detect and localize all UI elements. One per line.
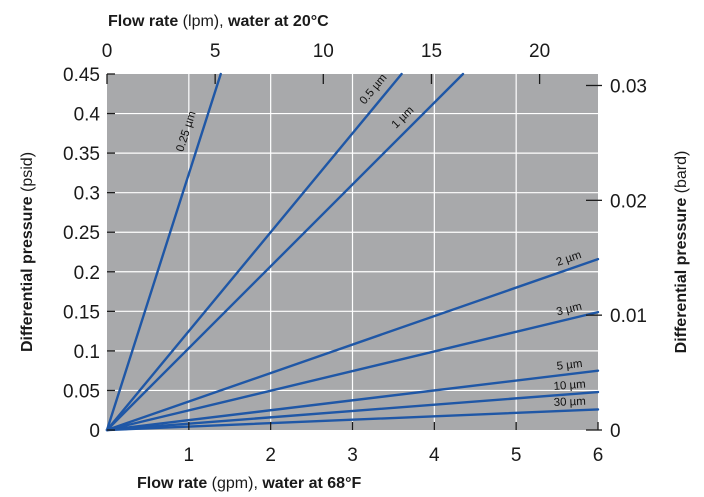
y-left-tick-label-6: 0.3 bbox=[74, 184, 100, 205]
x-top-tick-label-4: 20 bbox=[529, 41, 550, 62]
series-line-0 bbox=[105, 72, 222, 432]
series-label-6: 10 µm bbox=[553, 379, 586, 393]
y-left-tick-label-4: 0.2 bbox=[74, 263, 100, 284]
y-left-axis-title: Differential pressure (psid) bbox=[19, 152, 36, 352]
axis-ticks: 1 2 3 4 5 60 5 10 15 2000.050.10.150.20.250.30.35… bbox=[63, 41, 647, 466]
series-label-7: 30 µm bbox=[553, 396, 586, 409]
x-top-tick-label-2: 10 bbox=[313, 41, 334, 62]
y-right-axis-title: Differential pressure (bard) bbox=[673, 151, 690, 354]
x-top-tick-label-1: 5 bbox=[210, 41, 221, 62]
x-top-tick-label-0: 0 bbox=[102, 41, 113, 62]
x-bottom-tick-label-0: 1 bbox=[184, 445, 195, 466]
y-left-tick-label-8: 0.4 bbox=[74, 105, 101, 126]
x-bottom-tick-label-5: 6 bbox=[593, 445, 604, 466]
y-right-tick-label-3: 0.03 bbox=[610, 76, 647, 97]
x-bottom-tick-label-4: 5 bbox=[511, 445, 522, 466]
x-top-axis-title: Flow rate (lpm), water at 20°C bbox=[108, 13, 329, 30]
y-left-tick-label-9: 0.45 bbox=[63, 65, 100, 86]
series-line-3 bbox=[105, 257, 600, 432]
series-line-1 bbox=[105, 72, 403, 432]
y-left-tick-label-5: 0.25 bbox=[63, 223, 100, 244]
y-left-tick-label-2: 0.1 bbox=[74, 342, 100, 363]
series-line-5 bbox=[105, 369, 600, 432]
series-label-4: 3 µm bbox=[555, 301, 583, 319]
x-bottom-tick-label-1: 2 bbox=[265, 445, 276, 466]
x-bottom-axis-title: Flow rate (gpm), water at 68°F bbox=[137, 475, 361, 492]
series-label-5: 5 µm bbox=[556, 358, 583, 373]
y-left-tick-label-7: 0.35 bbox=[63, 144, 100, 165]
y-left-tick-label-1: 0.05 bbox=[63, 381, 100, 402]
series-line-2 bbox=[105, 72, 465, 432]
x-top-tick-label-3: 15 bbox=[421, 41, 442, 62]
y-right-tick-label-1: 0.01 bbox=[610, 306, 647, 327]
y-right-tick-label-2: 0.02 bbox=[610, 191, 647, 212]
y-right-tick-label-0: 0 bbox=[610, 421, 621, 442]
x-bottom-tick-label-3: 4 bbox=[429, 445, 440, 466]
series-line-4 bbox=[105, 310, 600, 432]
x-bottom-tick-label-2: 3 bbox=[347, 445, 358, 466]
y-left-tick-label-0: 0 bbox=[89, 421, 100, 442]
y-left-tick-label-3: 0.15 bbox=[63, 302, 100, 323]
